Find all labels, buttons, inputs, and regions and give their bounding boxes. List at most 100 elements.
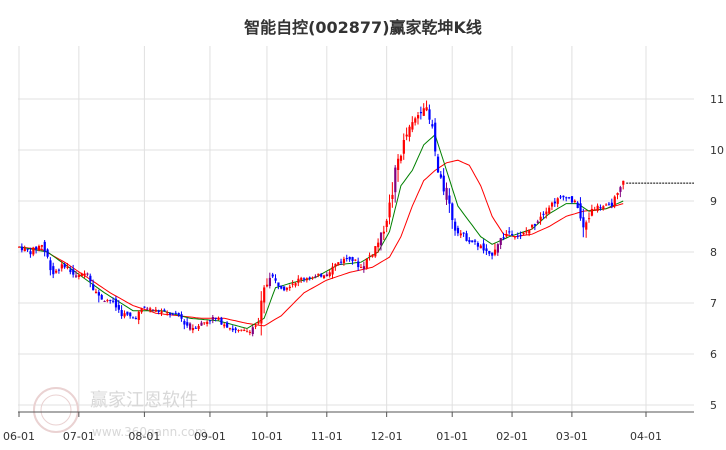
candle-body bbox=[143, 306, 146, 308]
candle-body bbox=[303, 278, 306, 280]
candle-body bbox=[174, 312, 177, 314]
watermark-url: www.360gann.com bbox=[92, 425, 207, 439]
candle-body bbox=[114, 298, 118, 308]
candle-body bbox=[37, 246, 41, 251]
candle-body bbox=[522, 232, 525, 235]
candle-body bbox=[203, 322, 206, 324]
candle-body bbox=[72, 269, 75, 275]
candle-body bbox=[479, 245, 482, 249]
candle-body bbox=[283, 286, 286, 291]
candle-body bbox=[268, 277, 271, 287]
candle-body bbox=[32, 247, 35, 255]
candle-body bbox=[160, 311, 163, 313]
candle-body bbox=[568, 197, 571, 199]
candle-body bbox=[374, 246, 377, 257]
candle-body bbox=[545, 211, 548, 215]
x-tick-label: 10-01 bbox=[251, 430, 283, 443]
x-tick-label: 09-01 bbox=[194, 430, 226, 443]
candle-body bbox=[576, 202, 579, 208]
candle-body bbox=[471, 240, 474, 243]
candle-body bbox=[217, 318, 220, 320]
candle-body bbox=[431, 124, 434, 127]
candle-body bbox=[553, 201, 556, 204]
candle-body bbox=[362, 266, 366, 270]
candle-body bbox=[607, 203, 611, 205]
candle-body bbox=[405, 134, 408, 137]
candle-body bbox=[382, 231, 385, 234]
candle-body bbox=[448, 195, 451, 204]
candle-body bbox=[331, 266, 334, 275]
candle-body bbox=[166, 312, 169, 314]
candle-body bbox=[288, 286, 291, 289]
watermark-seal-icon bbox=[33, 387, 79, 433]
candle-body bbox=[208, 320, 212, 322]
candle-body bbox=[132, 317, 135, 319]
candle-body bbox=[251, 327, 254, 335]
candle-body bbox=[622, 180, 625, 185]
candle-body bbox=[137, 311, 140, 320]
candle-body bbox=[257, 321, 260, 324]
candle-body bbox=[476, 242, 480, 247]
candle-body bbox=[508, 231, 511, 233]
x-tick-label: 08-01 bbox=[128, 430, 160, 443]
candle-body bbox=[533, 224, 537, 226]
x-tick-label: 04-01 bbox=[630, 430, 662, 443]
candle-body bbox=[248, 331, 252, 333]
candle-body bbox=[596, 205, 599, 211]
x-tick-label: 02-01 bbox=[496, 430, 528, 443]
candle-body bbox=[180, 314, 183, 319]
candle-body bbox=[536, 221, 539, 223]
x-tick-label: 03-01 bbox=[556, 430, 588, 443]
candle-body bbox=[474, 240, 477, 242]
candle-body bbox=[254, 325, 257, 327]
candle-body bbox=[368, 255, 371, 257]
candle-body bbox=[345, 257, 348, 259]
candle-body bbox=[86, 273, 89, 275]
candle-body bbox=[496, 244, 499, 253]
candle-body bbox=[200, 322, 203, 326]
watermark-seal-inner bbox=[40, 394, 72, 426]
chart-title: 智能自控(002877)赢家乾坤K线 bbox=[244, 18, 482, 37]
candle-body bbox=[436, 156, 440, 173]
candle-body bbox=[379, 232, 383, 246]
candle-body bbox=[60, 264, 63, 269]
candle-body bbox=[260, 300, 263, 324]
candle-body bbox=[602, 206, 605, 210]
candle-body bbox=[605, 204, 608, 206]
candle-body bbox=[411, 122, 414, 130]
candle-body bbox=[129, 312, 132, 317]
candle-body bbox=[169, 312, 172, 315]
candle-body bbox=[183, 321, 186, 325]
candle-body bbox=[442, 175, 445, 192]
candle-body bbox=[186, 322, 189, 326]
candle-body bbox=[539, 216, 542, 221]
candle-body bbox=[562, 195, 565, 198]
candle-body bbox=[402, 139, 405, 154]
candle-body bbox=[106, 300, 109, 302]
candle-body bbox=[314, 276, 317, 278]
candle-body bbox=[49, 260, 52, 271]
candle-body bbox=[499, 238, 502, 245]
candle-body bbox=[317, 273, 320, 276]
candle-body bbox=[163, 309, 166, 312]
candle-body bbox=[228, 328, 232, 330]
candle-body bbox=[83, 273, 86, 276]
candle-body bbox=[610, 202, 613, 207]
candle-body bbox=[322, 275, 326, 279]
candle-body bbox=[351, 257, 354, 262]
candle-body bbox=[18, 246, 21, 248]
candle-body bbox=[226, 322, 229, 328]
candle-body bbox=[485, 248, 488, 252]
candle-body bbox=[52, 266, 55, 275]
candle-body bbox=[285, 288, 289, 290]
candle-body bbox=[191, 327, 195, 331]
y-tick-label: 7 bbox=[710, 297, 717, 310]
candle-body bbox=[399, 155, 403, 161]
candle-body bbox=[126, 311, 129, 315]
candle-body bbox=[513, 236, 517, 238]
candle-body bbox=[103, 301, 106, 303]
y-tick-label: 5 bbox=[710, 399, 717, 412]
candle-body bbox=[69, 269, 72, 273]
x-tick-label: 01-01 bbox=[436, 430, 468, 443]
candle-body bbox=[385, 220, 388, 227]
